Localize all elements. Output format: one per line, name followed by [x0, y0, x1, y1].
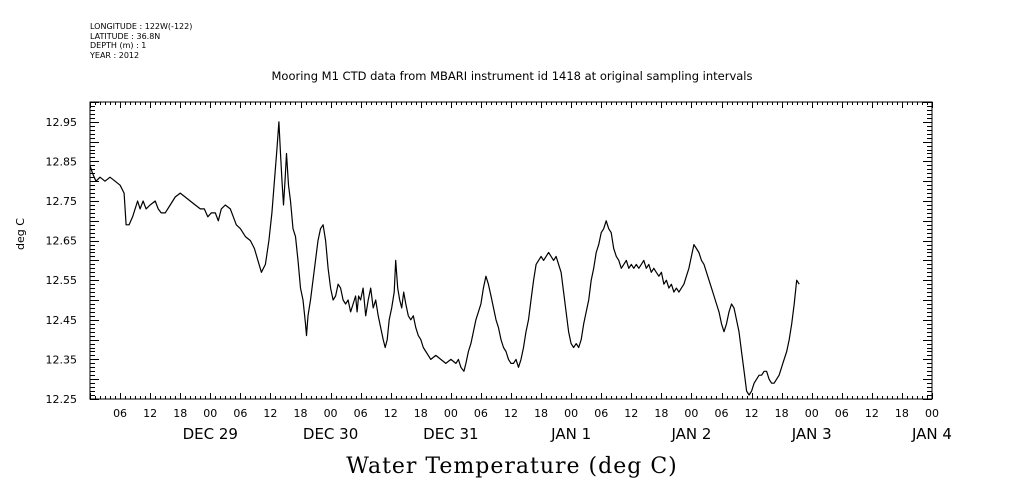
x-day-label: DEC 30 — [303, 425, 358, 443]
longitude-label: LONGITUDE : 122W(-122) — [90, 22, 193, 31]
x-tick-label: 12 — [263, 407, 277, 420]
x-day-label: JAN 1 — [550, 425, 591, 443]
x-tick-label: 18 — [654, 407, 668, 420]
y-tick-label: 12.95 — [46, 116, 78, 129]
x-day-label: DEC 29 — [183, 425, 238, 443]
x-tick-label: 06 — [113, 407, 127, 420]
y-tick-label: 12.75 — [46, 195, 78, 208]
y-tick-label: 12.45 — [46, 314, 78, 327]
x-axis-label: Water Temperature (deg C) — [346, 454, 678, 479]
x-tick-label: 18 — [895, 407, 909, 420]
chart-title: Mooring M1 CTD data from MBARI instrumen… — [271, 69, 753, 83]
x-tick-label: 12 — [384, 407, 398, 420]
x-day-label: DEC 31 — [423, 425, 478, 443]
series-line — [89, 121, 800, 396]
series-group — [89, 121, 800, 396]
x-tick-label: 00 — [564, 407, 578, 420]
depth-label: DEPTH (m) : 1 — [90, 41, 147, 50]
x-tick-label: 18 — [414, 407, 428, 420]
x-tick-label: 06 — [474, 407, 488, 420]
x-day-label: JAN 2 — [670, 425, 711, 443]
x-tick-label: 18 — [534, 407, 548, 420]
x-tick-label: 18 — [775, 407, 789, 420]
latitude-label: LATITUDE : 36.8N — [90, 31, 161, 41]
x-tick-label: 06 — [594, 407, 608, 420]
axis-ticks — [90, 102, 933, 400]
x-tick-label: 18 — [294, 407, 308, 420]
year-label: YEAR : 2012 — [90, 50, 140, 60]
x-tick-label: 00 — [805, 407, 819, 420]
y-tick-label: 12.65 — [46, 235, 78, 248]
x-tick-label: 00 — [925, 407, 939, 420]
x-tick-label: 06 — [354, 407, 368, 420]
y-tick-label: 12.35 — [46, 353, 78, 366]
x-day-label: JAN 4 — [911, 425, 952, 443]
x-tick-label: 12 — [865, 407, 879, 420]
x-tick-label: 12 — [143, 407, 157, 420]
y-tick-label: 12.55 — [46, 274, 78, 287]
x-tick-label: 00 — [324, 407, 338, 420]
x-tick-label: 18 — [173, 407, 187, 420]
x-tick-label: 06 — [715, 407, 729, 420]
x-tick-label: 06 — [835, 407, 849, 420]
x-tick-label: 00 — [684, 407, 698, 420]
x-tick-label: 12 — [624, 407, 638, 420]
x-tick-label: 00 — [444, 407, 458, 420]
x-tick-label: 12 — [745, 407, 759, 420]
x-tick-label: 00 — [203, 407, 217, 420]
x-tick-label: 12 — [504, 407, 518, 420]
y-tick-label: 12.25 — [46, 393, 78, 406]
y-tick-label: 12.85 — [46, 155, 78, 168]
axis-tick-labels: 06 12 18 00 06 12 18 00 06 12 18 00 06 12 18 00 06 12 18 00… — [46, 116, 952, 443]
x-tick-label: 06 — [233, 407, 247, 420]
plot-frame — [89, 101, 933, 400]
x-day-label: JAN 3 — [791, 425, 832, 443]
